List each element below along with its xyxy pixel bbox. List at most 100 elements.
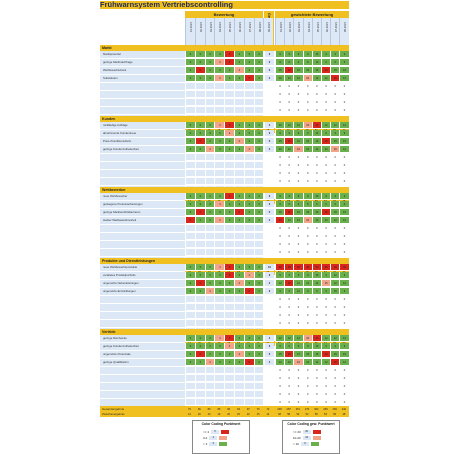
score-cell[interactable]: 5 bbox=[185, 217, 195, 224]
score-cell[interactable]: 3 bbox=[253, 264, 264, 271]
score-cell[interactable]: 3 bbox=[194, 122, 205, 129]
score-cell[interactable]: 3 bbox=[253, 122, 264, 129]
score-cell[interactable] bbox=[243, 99, 254, 106]
score-cell[interactable] bbox=[234, 367, 244, 374]
weight-cell[interactable]: 4 bbox=[264, 335, 274, 342]
score-cell[interactable] bbox=[224, 320, 234, 327]
weight-cell[interactable] bbox=[264, 312, 274, 319]
score-cell[interactable]: 5 bbox=[224, 264, 234, 271]
score-cell[interactable] bbox=[194, 304, 205, 311]
weight-cell[interactable] bbox=[264, 304, 274, 311]
score-cell[interactable] bbox=[253, 383, 264, 390]
score-cell[interactable] bbox=[194, 178, 205, 185]
score-cell[interactable]: 3 bbox=[234, 75, 244, 82]
score-cell[interactable] bbox=[214, 399, 225, 406]
weight-cell[interactable] bbox=[264, 399, 274, 406]
score-cell[interactable] bbox=[214, 99, 225, 106]
score-cell[interactable] bbox=[185, 178, 195, 185]
score-cell[interactable] bbox=[243, 233, 254, 240]
weight-cell[interactable] bbox=[264, 296, 274, 303]
score-cell[interactable]: 3 bbox=[204, 130, 215, 137]
score-cell[interactable] bbox=[204, 178, 215, 185]
score-cell[interactable]: 3 bbox=[224, 359, 234, 366]
score-cell[interactable] bbox=[243, 162, 254, 169]
weight-cell[interactable] bbox=[264, 375, 274, 382]
score-cell[interactable] bbox=[234, 154, 244, 161]
score-cell[interactable]: 3 bbox=[185, 201, 195, 208]
weight-cell[interactable] bbox=[264, 367, 274, 374]
score-cell[interactable] bbox=[224, 178, 234, 185]
score-cell[interactable] bbox=[204, 83, 215, 90]
score-cell[interactable] bbox=[214, 320, 225, 327]
score-cell[interactable] bbox=[194, 91, 205, 98]
score-cell[interactable] bbox=[253, 375, 264, 382]
score-cell[interactable]: 4 bbox=[234, 280, 244, 287]
score-cell[interactable] bbox=[194, 383, 205, 390]
score-cell[interactable]: 3 bbox=[253, 201, 264, 208]
score-cell[interactable]: 5 bbox=[234, 209, 244, 216]
score-cell[interactable]: 3 bbox=[214, 272, 225, 279]
score-cell[interactable] bbox=[253, 225, 264, 232]
score-cell[interactable] bbox=[194, 154, 205, 161]
score-cell[interactable] bbox=[234, 241, 244, 248]
score-cell[interactable] bbox=[204, 154, 215, 161]
score-cell[interactable] bbox=[243, 170, 254, 177]
score-cell[interactable] bbox=[214, 304, 225, 311]
weight-cell[interactable]: 3 bbox=[264, 193, 274, 200]
score-cell[interactable] bbox=[194, 391, 205, 398]
score-cell[interactable]: 5 bbox=[224, 59, 234, 66]
weight-cell[interactable] bbox=[264, 241, 274, 248]
score-cell[interactable]: 3 bbox=[243, 209, 254, 216]
score-cell[interactable] bbox=[214, 91, 225, 98]
score-cell[interactable]: 3 bbox=[234, 217, 244, 224]
weight-cell[interactable] bbox=[264, 83, 274, 90]
score-cell[interactable] bbox=[243, 383, 254, 390]
score-cell[interactable]: 3 bbox=[253, 51, 264, 58]
score-cell[interactable] bbox=[214, 367, 225, 374]
score-cell[interactable] bbox=[185, 162, 195, 169]
score-cell[interactable] bbox=[185, 312, 195, 319]
score-cell[interactable]: 4 bbox=[214, 335, 225, 342]
score-cell[interactable]: 3 bbox=[234, 343, 244, 350]
score-cell[interactable] bbox=[224, 249, 234, 256]
score-cell[interactable] bbox=[243, 367, 254, 374]
score-cell[interactable]: 3 bbox=[194, 272, 205, 279]
score-cell[interactable] bbox=[234, 375, 244, 382]
score-cell[interactable] bbox=[243, 107, 254, 114]
score-cell[interactable] bbox=[204, 320, 215, 327]
score-cell[interactable] bbox=[243, 241, 254, 248]
score-cell[interactable]: 3 bbox=[194, 51, 205, 58]
score-cell[interactable]: 3 bbox=[185, 67, 195, 74]
score-cell[interactable]: 3 bbox=[204, 51, 215, 58]
score-cell[interactable]: 3 bbox=[194, 193, 205, 200]
score-cell[interactable] bbox=[224, 241, 234, 248]
score-cell[interactable]: 3 bbox=[185, 343, 195, 350]
score-cell[interactable] bbox=[243, 249, 254, 256]
score-cell[interactable]: 3 bbox=[185, 351, 195, 358]
score-cell[interactable]: 3 bbox=[204, 264, 215, 271]
score-cell[interactable]: 3 bbox=[224, 288, 234, 295]
score-cell[interactable] bbox=[234, 391, 244, 398]
weight-cell[interactable]: 3 bbox=[264, 343, 274, 350]
score-cell[interactable] bbox=[243, 312, 254, 319]
score-cell[interactable] bbox=[214, 312, 225, 319]
score-cell[interactable] bbox=[214, 233, 225, 240]
score-cell[interactable]: 3 bbox=[214, 351, 225, 358]
weight-cell[interactable] bbox=[264, 99, 274, 106]
score-cell[interactable]: 3 bbox=[224, 209, 234, 216]
score-cell[interactable]: 3 bbox=[243, 280, 254, 287]
score-cell[interactable] bbox=[185, 249, 195, 256]
weight-cell[interactable]: 4 bbox=[264, 75, 274, 82]
score-cell[interactable]: 3 bbox=[224, 67, 234, 74]
score-cell[interactable] bbox=[204, 312, 215, 319]
weight-cell[interactable] bbox=[264, 107, 274, 114]
score-cell[interactable] bbox=[224, 162, 234, 169]
score-cell[interactable] bbox=[214, 383, 225, 390]
score-cell[interactable]: 5 bbox=[194, 209, 205, 216]
weight-cell[interactable]: 3 bbox=[264, 288, 274, 295]
score-cell[interactable]: 3 bbox=[194, 75, 205, 82]
score-cell[interactable]: 3 bbox=[185, 272, 195, 279]
score-cell[interactable]: 4 bbox=[214, 201, 225, 208]
score-cell[interactable] bbox=[185, 107, 195, 114]
score-cell[interactable] bbox=[214, 170, 225, 177]
